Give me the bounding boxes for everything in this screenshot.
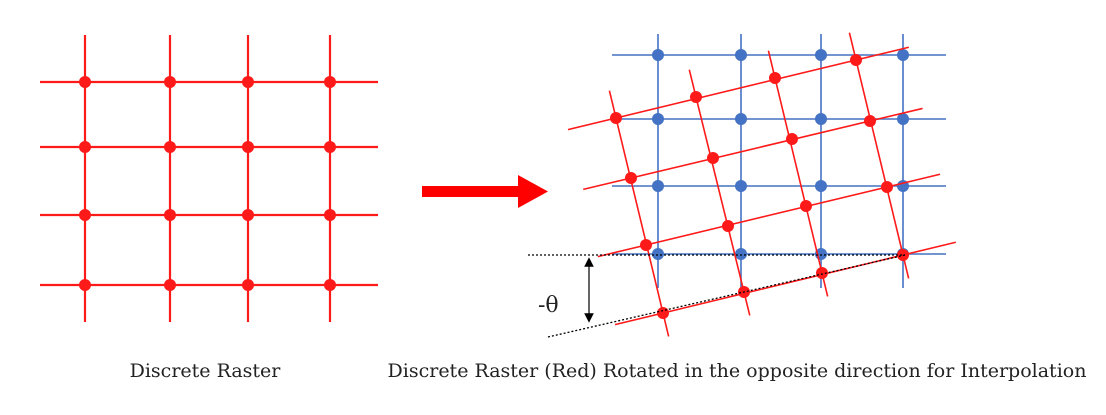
rotation-angle-annotation: -θ	[528, 254, 906, 338]
rotated-pixel-dot	[625, 172, 637, 184]
rotated-pixel-dot	[640, 239, 652, 251]
raster-pixel-dot	[324, 279, 336, 291]
grid-pixel-dot	[735, 180, 747, 192]
right-caption: Discrete Raster (Red) Rotated in the opp…	[388, 360, 1087, 382]
raster-pixel-dot	[242, 279, 254, 291]
rotated-column-line	[767, 50, 829, 297]
rotated-column-line	[848, 32, 910, 279]
grid-pixel-dot	[897, 113, 909, 125]
raster-pixel-dot	[79, 279, 91, 291]
grid-pixel-dot	[735, 113, 747, 125]
raster-pixel-dot	[242, 76, 254, 88]
reference-rotated-line	[547, 254, 906, 338]
rotated-pixel-dot	[881, 181, 893, 193]
angle-label: -θ	[538, 293, 559, 318]
grid-pixel-dot	[652, 113, 664, 125]
discrete-raster-grid	[40, 35, 378, 322]
grid-pixel-dot	[652, 248, 664, 260]
raster-pixel-dot	[164, 76, 176, 88]
rotated-pixel-dot	[864, 115, 876, 127]
raster-pixel-dot	[324, 209, 336, 221]
rotated-pixel-dot	[707, 152, 719, 164]
grid-pixel-dot	[897, 49, 909, 61]
grid-pixel-dot	[815, 113, 827, 125]
raster-pixel-dot	[242, 209, 254, 221]
raster-pixel-dot	[164, 141, 176, 153]
raster-pixel-dot	[79, 76, 91, 88]
rotated-pixel-dot	[769, 72, 781, 84]
rotated-raster-grid	[567, 32, 956, 337]
raster-pixel-dot	[164, 279, 176, 291]
grid-pixel-dot	[735, 248, 747, 260]
grid-pixel-dot	[652, 180, 664, 192]
rotated-pixel-dot	[800, 200, 812, 212]
raster-pixel-dot	[242, 141, 254, 153]
rotated-pixel-dot	[690, 91, 702, 103]
grid-pixel-dot	[652, 49, 664, 61]
raster-pixel-dot	[79, 141, 91, 153]
rotated-pixel-dot	[850, 54, 862, 66]
raster-pixel-dot	[164, 209, 176, 221]
rotated-pixel-dot	[610, 112, 622, 124]
rotated-column-line	[688, 69, 751, 316]
grid-pixel-dot	[815, 49, 827, 61]
rotated-column-line	[608, 90, 670, 337]
rotated-pixel-dot	[722, 220, 734, 232]
raster-pixel-dot	[324, 76, 336, 88]
rotated-pixel-dot	[816, 267, 828, 279]
grid-pixel-dot	[815, 180, 827, 192]
raster-pixel-dot	[324, 141, 336, 153]
raster-pixel-dot	[79, 209, 91, 221]
right-arrow-icon	[422, 175, 548, 208]
left-caption: Discrete Raster	[130, 360, 282, 382]
output-pixel-grid	[612, 34, 946, 288]
rotated-pixel-dot	[657, 307, 669, 319]
grid-pixel-dot	[735, 49, 747, 61]
rotated-pixel-dot	[786, 133, 798, 145]
